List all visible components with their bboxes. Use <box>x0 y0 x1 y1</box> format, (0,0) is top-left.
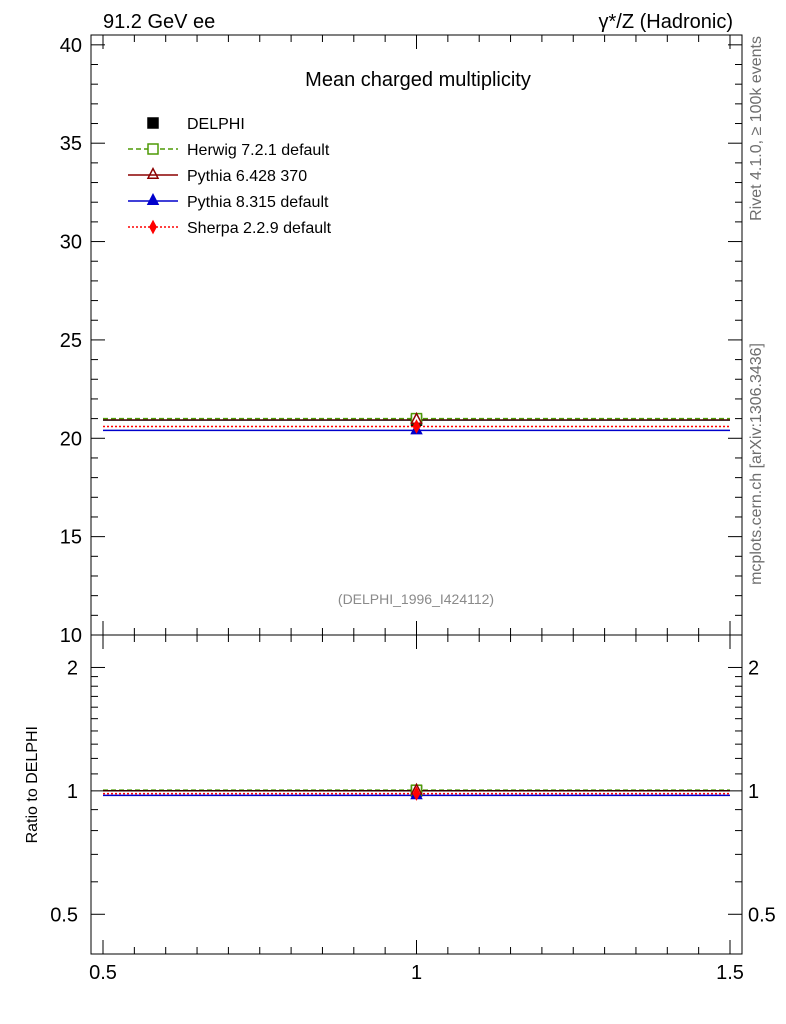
side-note-top: Rivet 4.1.0, ≥ 100k events <box>748 36 765 221</box>
sherpa-2-2-9-default-marker-ratio <box>412 786 421 801</box>
legend: DELPHI Herwig 7.2.1 default Pythia 6.428 3… <box>128 116 332 237</box>
series-group <box>103 411 730 801</box>
legend-marker <box>147 117 159 129</box>
header-right: γ*/Z (Hadronic) <box>599 11 733 33</box>
axis-ticks <box>91 35 742 955</box>
legend-label: DELPHI <box>187 116 245 133</box>
ratio-y-tick-label: 2 <box>67 657 78 679</box>
x-tick-label: 0.5 <box>89 962 117 984</box>
y-tick-label: 10 <box>60 625 82 647</box>
ratio-ylabel: Ratio to DELPHI <box>24 726 41 843</box>
ratio-y-tick-label-right: 0.5 <box>748 904 776 926</box>
y-tick-label: 35 <box>60 133 82 155</box>
side-note-bottom: mcplots.cern.ch [arXiv:1306.3436] <box>748 343 765 585</box>
legend-label: Herwig 7.2.1 default <box>187 142 330 159</box>
y-tick-label: 20 <box>60 428 82 450</box>
y-tick-label: 25 <box>60 330 82 352</box>
chart-title: Mean charged multiplicity <box>305 69 531 91</box>
reference-label: (DELPHI_1996_I424112) <box>338 591 494 607</box>
ratio-y-tick-label: 1 <box>67 781 78 803</box>
legend-label: Sherpa 2.2.9 default <box>187 220 332 237</box>
legend-label: Pythia 8.315 default <box>187 194 329 211</box>
x-tick-label: 1.5 <box>716 962 744 984</box>
legend-marker <box>149 219 157 235</box>
axis-labels: 10 15 20 25 30 35 40 0.5 1 1.5 0.5 0.5 1 1 2 2 <box>50 35 776 984</box>
x-tick-label: 1 <box>411 962 422 984</box>
legend-marker <box>146 166 160 179</box>
y-tick-label: 30 <box>60 232 82 254</box>
legend-marker <box>147 143 159 155</box>
ratio-y-tick-label-right: 2 <box>748 657 759 679</box>
y-tick-label: 15 <box>60 527 82 549</box>
sherpa-2-2-9-default-marker <box>412 419 421 434</box>
y-tick-label: 40 <box>60 35 82 57</box>
ratio-y-tick-label: 0.5 <box>50 904 78 926</box>
header-left: 91.2 GeV ee <box>103 11 215 33</box>
legend-label: Pythia 6.428 370 <box>187 168 307 185</box>
legend-marker <box>146 192 160 205</box>
ratio-y-tick-label-right: 1 <box>748 781 759 803</box>
